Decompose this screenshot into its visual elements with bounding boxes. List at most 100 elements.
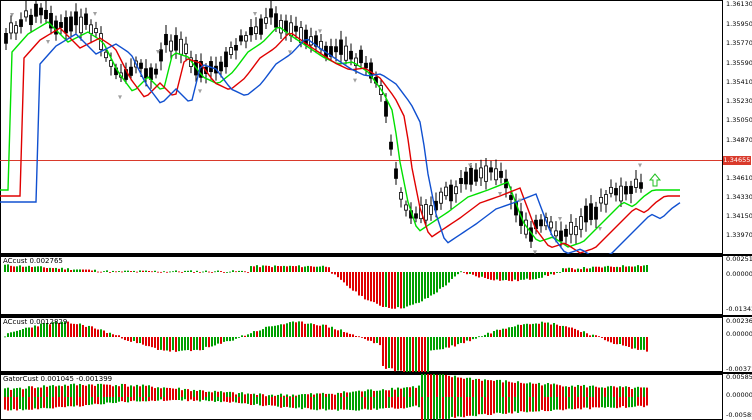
ac-histogram-bar: [613, 267, 615, 272]
ac-histogram-bar: [19, 265, 21, 272]
ac-histogram-bar: [298, 265, 300, 272]
ac-histogram-bar: [124, 270, 126, 272]
gator-lower-bar: [487, 397, 489, 415]
ac-histogram-bar: [634, 266, 636, 272]
ac-histogram-bar: [82, 324, 84, 337]
gator-upper-bar: [436, 374, 438, 397]
ac-histogram-bar: [526, 272, 528, 279]
candle-body: [24, 10, 28, 18]
indicator-canvas-gator[interactable]: [0, 374, 752, 420]
ac-histogram-bar: [502, 272, 504, 281]
gator-lower-bar: [592, 397, 594, 408]
ac-histogram-bar: [523, 324, 525, 337]
pane-separator[interactable]: [0, 254, 752, 256]
gator-upper-bar: [49, 385, 51, 397]
ac-histogram-bar: [313, 266, 315, 272]
ac-histogram-bar: [547, 322, 549, 337]
price-tick: 1.35950: [726, 20, 752, 28]
gator-lower-bar: [178, 397, 180, 400]
candle-body: [159, 49, 163, 62]
ac-histogram-bar: [592, 266, 594, 272]
fractal-marker: [638, 163, 642, 168]
ac-histogram-bar: [574, 328, 576, 337]
indicator-pane-gator[interactable]: GatorCust 0.001045 -0.001399 0.005851 0.…: [0, 373, 752, 420]
gator-upper-bar: [250, 394, 252, 397]
pane-separator[interactable]: [0, 315, 752, 317]
candle-body: [354, 57, 358, 67]
price-chart-canvas[interactable]: [0, 0, 752, 254]
ac-histogram-bar: [145, 270, 147, 272]
fractal-marker: [198, 89, 202, 94]
ac-histogram-bar: [589, 268, 591, 272]
candle-body: [184, 43, 188, 54]
gator-upper-bar: [589, 385, 591, 397]
ac-histogram-bar: [190, 270, 192, 272]
gator-upper-bar: [346, 392, 348, 397]
candle-body: [224, 51, 228, 68]
gator-upper-bar: [4, 388, 6, 397]
ac-histogram-bar: [256, 265, 258, 272]
gator-upper-bar: [607, 386, 609, 397]
ac-histogram-bar: [415, 337, 417, 372]
ac-histogram-bar: [271, 326, 273, 337]
ac-histogram-bar: [28, 265, 30, 272]
gator-upper-bar: [73, 383, 75, 397]
ac-histogram-bar: [40, 266, 42, 272]
gator-upper-bar: [256, 394, 258, 397]
ac-histogram-bar: [376, 337, 378, 343]
ac-histogram-bar: [139, 270, 141, 272]
gator-lower-bar: [202, 397, 204, 400]
indicator-canvas-ac-1[interactable]: [0, 256, 752, 315]
gator-upper-bar: [235, 394, 237, 397]
gator-upper-bar: [598, 387, 600, 397]
ac-histogram-bar: [238, 270, 240, 272]
ac-histogram-bar: [232, 270, 234, 272]
ac-histogram-bar: [175, 270, 177, 272]
ac-histogram-bar: [289, 265, 291, 272]
ac-histogram-bar: [247, 272, 249, 273]
ac-histogram-bar: [349, 333, 351, 337]
gator-upper-bar: [223, 392, 225, 397]
candle-body: [399, 192, 403, 200]
price-chart-pane[interactable]: 1.36130 1.35950 1.35770 1.35590 1.35410 …: [0, 0, 752, 254]
candle-body: [4, 33, 8, 44]
candle-body: [349, 50, 353, 60]
gator-lower-bar: [211, 397, 213, 401]
ac-histogram-bar: [388, 337, 390, 369]
gator-upper-bar: [172, 388, 174, 397]
gator-upper-bar: [574, 386, 576, 397]
ac-histogram-bar: [373, 337, 375, 344]
gator-lower-bar: [337, 397, 339, 411]
ac-histogram-bar: [346, 332, 348, 337]
gator-upper-bar: [493, 380, 495, 397]
ac-histogram-bar: [121, 271, 123, 273]
gator-lower-bar: [214, 397, 216, 402]
gator-lower-bar: [427, 397, 429, 420]
ac-histogram-bar: [241, 270, 243, 272]
ac-histogram-bar: [445, 272, 447, 286]
candle-body: [549, 221, 553, 229]
indicator-pane-ac-1[interactable]: ACcust 0.002765 0.002519 0.000000 -0.013…: [0, 255, 752, 315]
gator-upper-bar: [55, 386, 57, 397]
gator-lower-bar: [526, 397, 528, 413]
indicator-canvas-ac-2[interactable]: [0, 317, 752, 372]
gator-lower-bar: [280, 397, 282, 408]
candle-body: [474, 169, 478, 182]
candle-body: [34, 3, 38, 17]
ac-histogram-bar: [544, 272, 546, 276]
gator-upper-bar: [553, 383, 555, 397]
gator-upper-bar: [10, 389, 12, 397]
ac-histogram-bar: [148, 337, 150, 347]
gator-upper-bar: [184, 388, 186, 397]
gator-lower-bar: [130, 397, 132, 402]
gator-lower-bar: [235, 397, 237, 403]
gator-upper-bar: [403, 387, 405, 397]
pane-separator[interactable]: [0, 372, 752, 374]
gator-lower-bar: [196, 397, 198, 401]
indicator-pane-ac-2[interactable]: ACcust 0.0012829 0.0023653 0.0000000 -0.…: [0, 317, 752, 373]
ac-histogram-bar: [475, 272, 477, 277]
ac-histogram-bar: [37, 266, 39, 272]
ac-histogram-bar: [337, 330, 339, 337]
gator-upper-bar: [214, 390, 216, 397]
gator-upper-bar: [433, 374, 435, 397]
